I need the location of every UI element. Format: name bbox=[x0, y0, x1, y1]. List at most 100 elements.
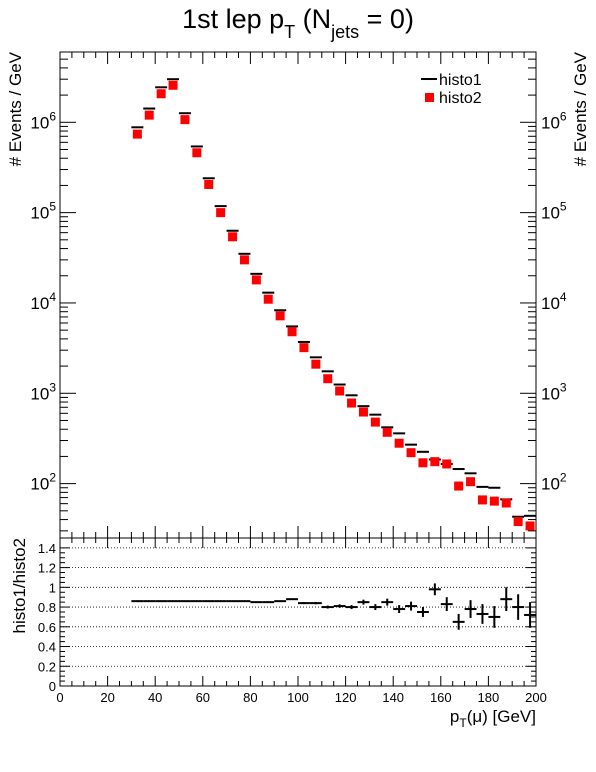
upper-ylabel-right: # Events / GeV bbox=[571, 51, 590, 166]
ratio-data-points bbox=[131, 583, 536, 630]
tick-base: 10 bbox=[30, 384, 49, 403]
upper-ylabel-left: # Events / GeV bbox=[6, 51, 25, 166]
histo2-marker bbox=[442, 459, 452, 469]
histo2-marker bbox=[394, 438, 404, 448]
histo2-marker bbox=[358, 407, 368, 417]
tick-base: 10 bbox=[541, 475, 560, 494]
histo2-marker bbox=[323, 374, 333, 384]
histo2-marker bbox=[156, 89, 166, 99]
upper-y-tick-label-right: 104 bbox=[541, 290, 567, 313]
tick-exponent: 5 bbox=[560, 200, 567, 214]
ratio-x-tick-label: 120 bbox=[335, 690, 357, 705]
tick-base: 10 bbox=[30, 204, 49, 223]
tick-exponent: 2 bbox=[49, 471, 56, 485]
xlabel-p: p bbox=[450, 707, 459, 726]
histo2-marker bbox=[263, 294, 273, 304]
ratio-x-tick-label: 0 bbox=[56, 690, 63, 705]
histo2-marker bbox=[489, 496, 499, 506]
tick-exponent: 6 bbox=[49, 109, 56, 123]
ratio-panel: 0 0.2 0.4 0.6 0.8 1 1.2 1.4 0 20 40 60 80 100 120 140 1… bbox=[10, 537, 547, 730]
legend-box bbox=[415, 68, 520, 112]
ratio-x-tick-label: 200 bbox=[525, 690, 547, 705]
title-sub-jets: jets bbox=[330, 22, 359, 42]
histo2-marker bbox=[287, 327, 297, 337]
ratio-x-tick-label: 180 bbox=[478, 690, 500, 705]
legend-label-histo2: histo2 bbox=[439, 90, 482, 107]
ratio-x-tick-labels: 0 20 40 60 80 100 120 140 160 180 200 bbox=[56, 690, 546, 705]
tick-exponent: 3 bbox=[49, 380, 56, 394]
histo2-marker bbox=[406, 448, 416, 458]
histo2-marker bbox=[132, 129, 142, 139]
ratio-x-tick-label: 80 bbox=[243, 690, 257, 705]
ratio-y-tick-labels: 0 0.2 0.4 0.6 0.8 1 1.2 1.4 bbox=[38, 541, 56, 694]
upper-y-tick-label-right: 105 bbox=[541, 200, 567, 223]
histo2-marker bbox=[311, 359, 321, 369]
tick-base: 10 bbox=[541, 384, 560, 403]
upper-y-tick-label-right: 106 bbox=[541, 109, 567, 132]
tick-exponent: 5 bbox=[49, 200, 56, 214]
histo2-marker bbox=[144, 110, 154, 120]
histo2-marker bbox=[430, 457, 440, 467]
upper-y-tick-label-left: 102 bbox=[30, 471, 56, 494]
ratio-x-tick-label: 40 bbox=[148, 690, 162, 705]
upper-y-tick-label-left: 104 bbox=[30, 290, 56, 313]
legend: histo1 histo2 bbox=[415, 68, 520, 112]
ratio-y-tick-label: 0.8 bbox=[38, 600, 56, 615]
histo2-marker bbox=[466, 477, 476, 487]
upper-axis-ticks bbox=[59, 51, 537, 538]
histo2-marker bbox=[168, 80, 178, 90]
upper-y-tick-label-left: 106 bbox=[30, 109, 56, 132]
tick-base: 10 bbox=[30, 294, 49, 313]
histo2-marker bbox=[513, 517, 523, 527]
histo2-marker bbox=[180, 115, 190, 125]
ratio-y-tick-label: 1.4 bbox=[38, 541, 56, 556]
histo2-marker bbox=[525, 521, 535, 531]
xlabel-sub: T bbox=[459, 716, 467, 730]
histo2-marker bbox=[275, 311, 285, 321]
tick-base: 10 bbox=[30, 113, 49, 132]
tick-base: 10 bbox=[30, 475, 49, 494]
histo2-marker bbox=[477, 495, 487, 505]
histo2-marker bbox=[347, 398, 357, 408]
ratio-y-tick-label: 1.2 bbox=[38, 561, 56, 576]
upper-y-tick-label-right: 102 bbox=[541, 471, 567, 494]
tick-exponent: 2 bbox=[560, 471, 567, 485]
histo2-marker bbox=[204, 179, 214, 189]
histo2-marker bbox=[335, 386, 345, 396]
histo2-marker bbox=[454, 481, 464, 491]
upper-data-points bbox=[131, 78, 537, 531]
tick-base: 10 bbox=[541, 204, 560, 223]
histo2-marker bbox=[192, 148, 202, 158]
ratio-y-tick-label: 0.2 bbox=[38, 659, 56, 674]
upper-y-tick-label-left: 103 bbox=[30, 380, 56, 403]
legend-label-histo1: histo1 bbox=[439, 72, 482, 89]
ratio-ylabel: histo1/histo2 bbox=[10, 538, 29, 633]
tick-exponent: 4 bbox=[49, 290, 56, 304]
tick-exponent: 4 bbox=[560, 290, 567, 304]
title-mid: (N bbox=[295, 4, 331, 34]
title-end: = 0) bbox=[359, 4, 414, 34]
histo2-marker bbox=[370, 417, 380, 427]
ratio-x-tick-label: 140 bbox=[382, 690, 404, 705]
tick-base: 10 bbox=[541, 294, 560, 313]
tick-exponent: 6 bbox=[560, 109, 567, 123]
ratio-xlabel: pT(μ) [GeV] bbox=[450, 707, 536, 730]
chart-title: 1st lep pT (Njets = 0) bbox=[182, 4, 414, 42]
ratio-x-tick-label: 160 bbox=[430, 690, 452, 705]
ratio-y-tick-label: 0.4 bbox=[38, 640, 56, 655]
tick-base: 10 bbox=[541, 113, 560, 132]
histo2-marker bbox=[382, 427, 392, 437]
histo2-marker bbox=[239, 255, 249, 265]
histo2-marker bbox=[299, 343, 309, 353]
ratio-x-tick-label: 100 bbox=[287, 690, 309, 705]
ratio-y-tick-label: 0 bbox=[49, 679, 56, 694]
legend-marker-histo2 bbox=[425, 93, 434, 102]
ratio-y-tick-label: 1 bbox=[49, 580, 56, 595]
histo2-marker bbox=[216, 208, 226, 218]
tick-exponent: 3 bbox=[560, 380, 567, 394]
